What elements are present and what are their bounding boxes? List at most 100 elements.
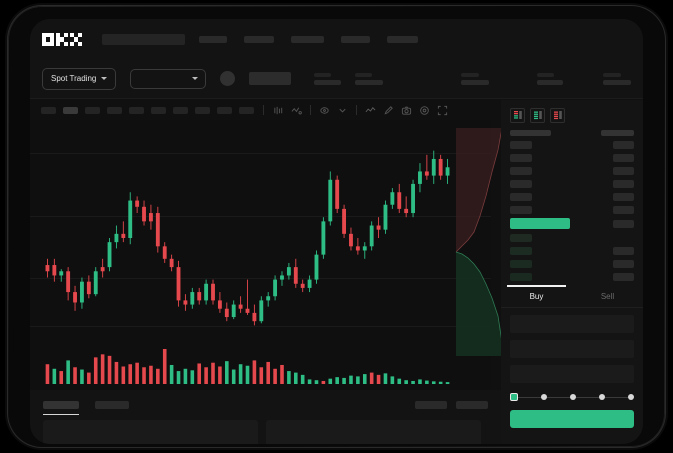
- depth-chart-overlay: [450, 120, 508, 360]
- table-row[interactable]: [510, 233, 634, 242]
- stat-value: [355, 79, 383, 85]
- timeframe-2[interactable]: [63, 106, 78, 114]
- table-row[interactable]: [510, 272, 634, 281]
- okx-logo-icon[interactable]: [42, 32, 82, 46]
- tab-open-orders[interactable]: [43, 401, 79, 415]
- orderbook-both-icon[interactable]: [510, 108, 525, 123]
- timeframe-9[interactable]: [217, 106, 232, 114]
- stepper-step-4[interactable]: [599, 394, 605, 400]
- toolbar-divider: [356, 105, 357, 115]
- indicators-icon[interactable]: [291, 105, 302, 116]
- table-row[interactable]: [510, 192, 634, 201]
- stepper-step-2[interactable]: [541, 394, 547, 400]
- nav-item-3[interactable]: [291, 35, 324, 43]
- table-row[interactable]: [510, 246, 634, 255]
- tablet-device-frame: Spot Trading: [8, 6, 665, 447]
- toolbar-divider: [310, 105, 311, 115]
- stat-label: [314, 72, 331, 77]
- camera-snapshot-icon[interactable]: [401, 105, 412, 116]
- pair-avatar-icon: [219, 71, 235, 86]
- orderbook-col-price: [510, 129, 551, 136]
- tab-sell[interactable]: Sell: [600, 292, 615, 301]
- top-navigation-bar: [30, 19, 643, 59]
- chart-dropdown-icon[interactable]: [337, 105, 348, 116]
- table-row[interactable]: [510, 259, 634, 268]
- stat-label: [603, 72, 621, 77]
- positions-table-placeholder[interactable]: [266, 420, 481, 444]
- search-input[interactable]: [102, 33, 185, 45]
- stat-label: [355, 72, 372, 77]
- timeframe-8[interactable]: [195, 106, 210, 114]
- stat-label: [537, 72, 554, 77]
- nav-item-2[interactable]: [244, 35, 274, 43]
- tab-buy[interactable]: Buy: [501, 285, 572, 307]
- last-price-highlight: [510, 218, 570, 229]
- volume-histogram: [45, 349, 450, 384]
- nav-item-5[interactable]: [387, 35, 418, 43]
- chart-settings-icon[interactable]: [419, 105, 430, 116]
- stat-value: [461, 79, 489, 85]
- orderbook-rows[interactable]: [501, 129, 643, 281]
- candlestick-series: [45, 150, 450, 326]
- stepper-step-1[interactable]: [510, 393, 518, 401]
- pair-name[interactable]: [248, 72, 291, 85]
- stat-value: [537, 79, 563, 85]
- drawing-pencil-icon[interactable]: [383, 105, 394, 116]
- timeframe-7[interactable]: [173, 106, 188, 114]
- table-row[interactable]: [510, 179, 634, 188]
- orderbook-col-size: [601, 129, 634, 136]
- ticker-stat-1: [314, 72, 341, 85]
- orders-table-placeholder[interactable]: [43, 420, 258, 444]
- table-row[interactable]: [510, 140, 634, 149]
- stat-label: [461, 72, 479, 77]
- app-screen: Spot Trading: [30, 19, 643, 444]
- timeframe-10[interactable]: [239, 106, 254, 114]
- nav-item-4[interactable]: [341, 35, 370, 43]
- panel-action-1[interactable]: [415, 401, 447, 409]
- chevron-down-icon: [191, 77, 198, 80]
- orderbook-bids-icon[interactable]: [530, 108, 545, 123]
- line-chart-icon[interactable]: [365, 105, 376, 116]
- table-row[interactable]: [510, 153, 634, 162]
- candlestick-type-icon[interactable]: [273, 105, 284, 116]
- fullscreen-icon[interactable]: [437, 105, 448, 116]
- price-field[interactable]: [510, 340, 634, 358]
- nav-item-1[interactable]: [199, 35, 227, 43]
- table-row[interactable]: [510, 205, 634, 214]
- stepper-step-5[interactable]: [628, 394, 634, 400]
- price-chart[interactable]: [30, 120, 491, 390]
- timeframe-5[interactable]: [129, 106, 144, 114]
- nav-items: [199, 35, 418, 43]
- ticker-stat-3: [461, 72, 489, 85]
- timeframe-6[interactable]: [151, 106, 166, 114]
- compare-icon[interactable]: [319, 105, 330, 116]
- timeframe-1[interactable]: [41, 106, 56, 114]
- pair-selector[interactable]: [130, 68, 206, 89]
- orders-panel-content: [30, 409, 501, 444]
- orders-panel-tabs: [30, 390, 501, 415]
- chart-toolbar: [30, 100, 643, 120]
- table-row[interactable]: [510, 166, 634, 175]
- stat-value: [603, 79, 631, 85]
- order-type-field[interactable]: [510, 315, 634, 333]
- amount-percent-stepper[interactable]: [510, 393, 634, 401]
- ticker-stat-5: [603, 72, 631, 85]
- ticker-bar: Spot Trading: [30, 59, 643, 99]
- trading-mode-selector[interactable]: Spot Trading: [42, 67, 117, 90]
- panel-action-2[interactable]: [456, 401, 488, 409]
- orderbook-layout-toggles: [501, 100, 643, 129]
- orderbook-header: [510, 129, 634, 136]
- last-price-row[interactable]: [510, 218, 634, 229]
- submit-order-button[interactable]: [510, 410, 634, 428]
- orderbook-asks-icon[interactable]: [550, 108, 565, 123]
- ticker-stat-4: [537, 72, 563, 85]
- timeframe-3[interactable]: [85, 106, 100, 114]
- stepper-step-3[interactable]: [570, 394, 576, 400]
- tab-order-history[interactable]: [95, 401, 129, 409]
- trading-mode-label: Spot Trading: [51, 74, 97, 83]
- timeframe-4[interactable]: [107, 106, 122, 114]
- buy-sell-tabs: Buy Sell: [501, 285, 643, 308]
- amount-field[interactable]: [510, 365, 634, 383]
- ticker-stat-2: [355, 72, 383, 85]
- orders-panel: [30, 390, 501, 444]
